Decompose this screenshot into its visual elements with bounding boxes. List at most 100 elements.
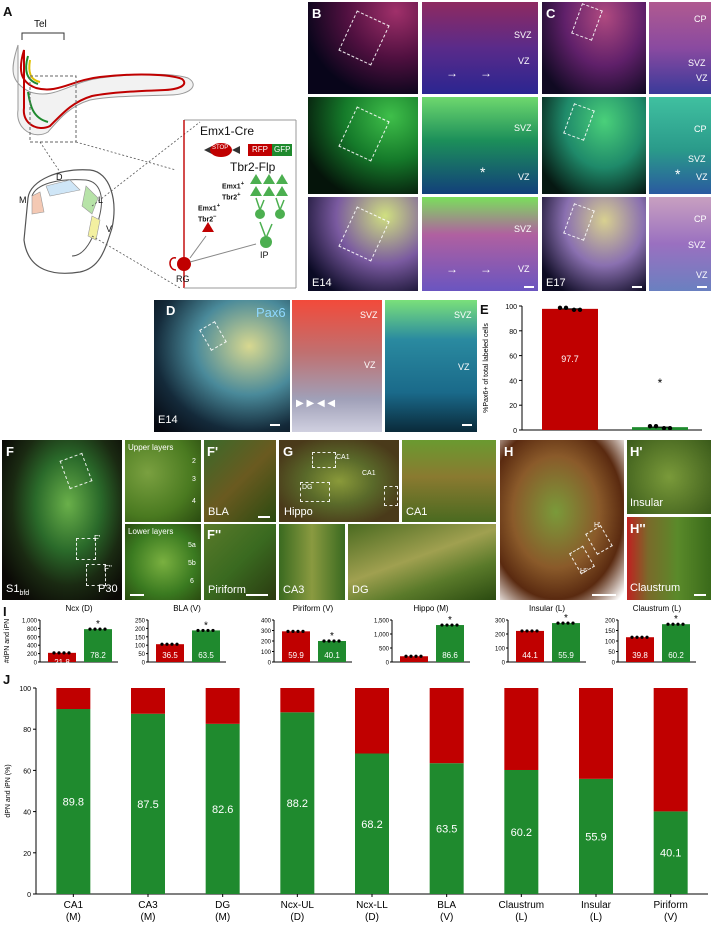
panel-b-arrow-3: → [446, 262, 458, 276]
i-data-point [566, 621, 570, 625]
panel-f-age: P30 [98, 583, 118, 595]
panel-d-vz-2: VZ [458, 362, 470, 372]
panel-fp-label: BLA [208, 506, 229, 518]
j-category-sub: (M) [141, 912, 156, 923]
j-category-label: Insular [581, 900, 612, 911]
panel-d-zoom-pax6 [385, 300, 477, 432]
panel-h-overview [500, 440, 624, 600]
i-data-point [676, 622, 680, 626]
i-value-label: 39.8 [632, 651, 648, 660]
panel-fpp-scalebar [246, 594, 268, 596]
panel-g-hippo-overview [279, 440, 399, 522]
panel-c-svz-3: SVZ [688, 240, 706, 250]
j-value-label: 82.6 [212, 804, 233, 816]
panel-h-letter: H [504, 444, 514, 459]
panel-b-arrow-1: → [446, 66, 458, 80]
j-bar-segment [280, 688, 315, 713]
panel-d-svz-2: SVZ [454, 310, 472, 320]
panel-b-svz-1: SVZ [514, 30, 532, 40]
i-y-tick-label: 0 [612, 661, 616, 667]
panel-e-letter: E [480, 302, 489, 317]
j-category-sub: (L) [515, 912, 527, 923]
panel-g-roi-ca1 [312, 452, 336, 468]
panel-f-scalebar [130, 594, 144, 596]
j-bar-segment [205, 723, 240, 894]
panel-f-roi-fp [76, 538, 96, 560]
panel-b-svz-3: SVZ [514, 224, 532, 234]
i-data-point [206, 628, 210, 633]
panel-g-dg-label: DG [352, 584, 369, 596]
e-bar [542, 308, 598, 430]
i-data-point [635, 635, 639, 639]
j-category-label: CA3 [138, 900, 158, 911]
i-y-tick-label: 200 [605, 619, 616, 625]
i-y-tick-label: 800 [27, 627, 38, 633]
j-bar-segment [205, 688, 240, 724]
panel-a-tbr2-flp: Tbr2-Flp [230, 160, 276, 174]
i-bar [662, 624, 690, 662]
panel-fpp-label: Piriform [208, 584, 246, 596]
j-category-sub: (D) [290, 912, 304, 923]
i-y-tick-label: 0 [386, 661, 390, 667]
j-category-sub: (V) [664, 912, 677, 923]
i-bar [626, 637, 654, 662]
i-title: Hippo (M) [413, 604, 448, 613]
j-y-tick-label: 40 [23, 810, 31, 817]
panel-f-layer-4: 4 [192, 498, 196, 505]
panel-b-overview-gfp [308, 97, 418, 194]
j-bar-segment [579, 688, 613, 779]
j-bar-segment [56, 709, 91, 894]
panel-d-arrowheads: ▶ ▶ ◀ ◀ [296, 398, 336, 409]
panel-f-upper-layers [125, 440, 201, 522]
e-significance: * [658, 376, 663, 390]
panel-b-age: E14 [312, 277, 332, 289]
panel-b-vz-3: VZ [518, 264, 530, 274]
i-data-point [98, 627, 102, 631]
panel-c-vz-2: VZ [696, 172, 708, 182]
panel-d-vz-1: VZ [364, 360, 376, 370]
i-value-label: 55.9 [558, 651, 574, 660]
panel-c-zoom-rfp [649, 2, 711, 94]
i-bar [516, 630, 544, 662]
i-y-tick-label: 300 [261, 629, 272, 635]
i-bar [282, 631, 310, 662]
i-significance: * [330, 631, 334, 642]
panel-d-scalebar-2 [462, 424, 472, 426]
panel-a-tbr2-negative-label: Emx1+ Tbr2− [198, 203, 221, 224]
panel-a-tel-label: Tel [34, 19, 47, 30]
panel-g-roi-dg [300, 482, 330, 502]
panel-hpp-scalebar [694, 594, 706, 596]
panel-b-asterisk: * [480, 164, 486, 180]
panel-g-ca1-zoom [402, 440, 496, 522]
e-y-tick-label: 60 [509, 354, 517, 361]
j-category-sub: (L) [590, 912, 602, 923]
i-y-tick-label: 1,000 [374, 633, 390, 639]
panel-hpp-letter: H'' [630, 521, 646, 536]
i-title: Piriform (V) [293, 604, 334, 613]
panel-g-label: Hippo [284, 506, 313, 518]
panel-f-fpp-tag: F'' [104, 564, 112, 573]
i-y-tick-label: 0 [34, 661, 38, 667]
i-y-tick-label: 400 [261, 619, 272, 625]
i-significance: * [204, 620, 208, 631]
panel-b-letter: B [312, 6, 322, 21]
i-data-point [201, 628, 205, 633]
panel-c-cp-3: CP [694, 214, 707, 224]
e-data-point [653, 423, 659, 429]
i-y-tick-label: 200 [27, 652, 38, 658]
panel-g-letter: G [283, 444, 294, 459]
j-value-label: 55.9 [585, 831, 606, 843]
panel-d-marker: Pax6 [256, 305, 286, 320]
j-bar-segment [355, 753, 389, 894]
e-y-tick-label: 20 [509, 403, 517, 410]
i-y-tick-label: 50 [608, 650, 615, 656]
panel-c-overview-merge [542, 197, 646, 291]
j-value-label: 63.5 [436, 824, 457, 836]
i-data-point [409, 654, 413, 658]
panel-d-zoom-rfp [292, 300, 382, 432]
panel-g-ca1-tag: CA1 [336, 454, 350, 461]
panel-g-ca3-label: CA3 [283, 584, 305, 596]
panel-h-scalebar [592, 594, 616, 596]
i-bar [436, 625, 464, 662]
